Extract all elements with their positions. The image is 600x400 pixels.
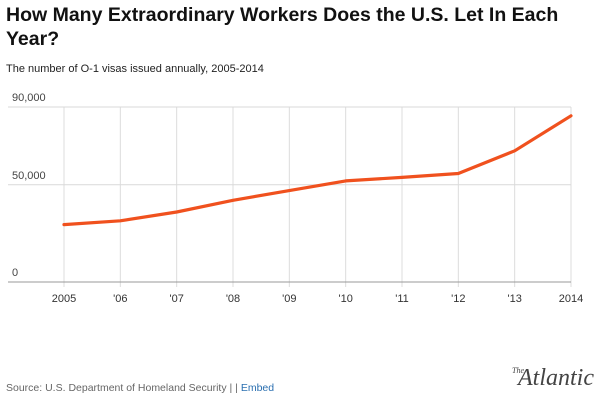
y-tick-label: 0 (12, 267, 18, 279)
x-tick-label: '08 (226, 293, 240, 305)
atlantic-logo: TheAtlantic (512, 366, 594, 390)
source-text: Source: U.S. Department of Homeland Secu… (6, 382, 227, 394)
y-tick-label: 90,000 (12, 92, 46, 104)
footer-separator: | | (229, 382, 238, 394)
x-tick-label: '11 (395, 293, 409, 305)
logo-the: The (512, 366, 525, 375)
chart-subtitle: The number of O-1 visas issued annually,… (6, 63, 264, 75)
chart-title: How Many Extraordinary Workers Does the … (6, 4, 559, 50)
x-tick-label: 2014 (559, 293, 583, 305)
embed-link[interactable]: Embed (240, 382, 275, 394)
x-tick-label: '07 (169, 293, 183, 305)
footer: Source: U.S. Department of Homeland Secu… (6, 382, 274, 394)
x-tick-label: '09 (282, 293, 296, 305)
x-tick-label: '06 (113, 293, 127, 305)
logo-word: Atlantic (518, 365, 594, 391)
x-tick-label: '12 (451, 293, 465, 305)
x-tick-label: '13 (507, 293, 521, 305)
x-tick-label: 2005 (52, 293, 76, 305)
x-tick-label: '10 (338, 293, 352, 305)
y-tick-label: 50,000 (12, 170, 46, 182)
series-line (62, 114, 573, 227)
